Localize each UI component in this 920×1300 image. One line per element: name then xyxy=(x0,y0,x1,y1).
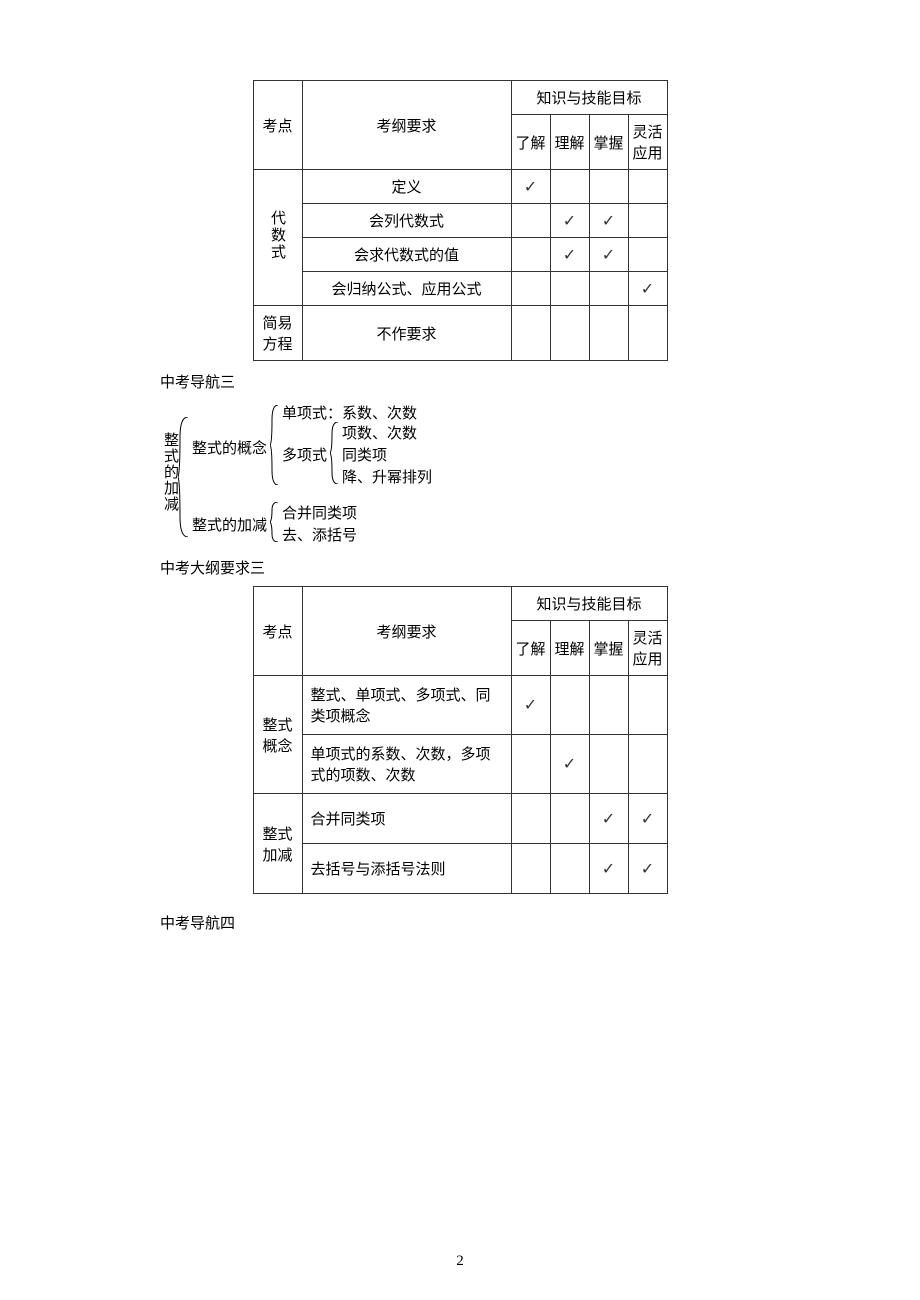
row-req: 单项式的系数、次数，多项式的项数、次数 xyxy=(302,735,511,794)
diag-c3: 合并同类项 xyxy=(282,502,357,523)
label-nav4: 中考导航四 xyxy=(160,912,760,933)
cell xyxy=(628,238,667,272)
cell xyxy=(511,272,550,306)
cell xyxy=(628,676,667,735)
cell: ✓ xyxy=(589,794,628,844)
header-req: 考纲要求 xyxy=(302,81,511,170)
cell xyxy=(589,170,628,204)
header-k2: 理解 xyxy=(550,115,589,170)
cell xyxy=(511,306,550,361)
cell: ✓ xyxy=(628,794,667,844)
syllabus-table-3: 考点 考纲要求 知识与技能目标 了解 理解 掌握 灵活应用 整式概念 整式、单项… xyxy=(253,586,668,894)
row-req: 会归纳公式、应用公式 xyxy=(302,272,511,306)
header-k2: 理解 xyxy=(550,621,589,676)
group-zhengshigainian: 整式概念 xyxy=(253,676,302,794)
group-jianyifangcheng: 简易方程 xyxy=(253,306,302,361)
cell xyxy=(550,844,589,894)
header-kd: 考点 xyxy=(253,587,302,676)
cell: ✓ xyxy=(550,735,589,794)
group-zhengshijiajian: 整式加减 xyxy=(253,794,302,894)
diag-c4: 去、添括号 xyxy=(282,524,357,545)
diag-b1: 整式的概念 xyxy=(192,437,267,458)
brace-icon xyxy=(178,417,190,537)
cell xyxy=(511,238,550,272)
row-req: 不作要求 xyxy=(302,306,511,361)
cell xyxy=(628,735,667,794)
cell xyxy=(628,204,667,238)
header-k3: 掌握 xyxy=(589,115,628,170)
cell xyxy=(550,170,589,204)
cell xyxy=(511,794,550,844)
cell: ✓ xyxy=(589,204,628,238)
cell: ✓ xyxy=(628,844,667,894)
header-k3: 掌握 xyxy=(589,621,628,676)
cell xyxy=(511,844,550,894)
header-ktop: 知识与技能目标 xyxy=(511,587,667,621)
row-req: 合并同类项 xyxy=(302,794,511,844)
cell xyxy=(628,306,667,361)
header-kd: 考点 xyxy=(253,81,302,170)
cell: ✓ xyxy=(550,238,589,272)
cell xyxy=(550,272,589,306)
cell xyxy=(589,735,628,794)
cell xyxy=(550,676,589,735)
header-req: 考纲要求 xyxy=(302,587,511,676)
header-ktop: 知识与技能目标 xyxy=(511,81,667,115)
cell: ✓ xyxy=(550,204,589,238)
header-k1: 了解 xyxy=(511,621,550,676)
cell: ✓ xyxy=(511,676,550,735)
label-nav3: 中考导航三 xyxy=(160,371,760,392)
label-outline3: 中考大纲要求三 xyxy=(160,557,760,578)
cell xyxy=(511,204,550,238)
row-req: 去括号与添括号法则 xyxy=(302,844,511,894)
concept-diagram: 整式的加减 整式的概念 整式的加减 单项式：系数、次数 多项式 项数、次数 同类… xyxy=(160,402,760,547)
diag-c1: 单项式：系数、次数 xyxy=(282,402,417,423)
cell xyxy=(550,306,589,361)
cell xyxy=(628,170,667,204)
diag-b2: 整式的加减 xyxy=(192,514,267,535)
cell: ✓ xyxy=(589,238,628,272)
header-k4: 灵活应用 xyxy=(628,115,667,170)
brace-icon xyxy=(330,422,340,484)
row-req: 会列代数式 xyxy=(302,204,511,238)
brace-icon xyxy=(270,502,280,542)
row-req: 会求代数式的值 xyxy=(302,238,511,272)
cell: ✓ xyxy=(511,170,550,204)
cell xyxy=(589,306,628,361)
group-daishushi: 代数式 xyxy=(253,170,302,306)
cell xyxy=(550,794,589,844)
cell: ✓ xyxy=(628,272,667,306)
cell xyxy=(589,272,628,306)
cell xyxy=(511,735,550,794)
cell xyxy=(589,676,628,735)
brace-icon xyxy=(270,405,280,485)
header-k1: 了解 xyxy=(511,115,550,170)
diag-d1: 项数、次数 xyxy=(342,422,417,443)
row-req: 定义 xyxy=(302,170,511,204)
page-number: 2 xyxy=(0,1253,920,1270)
header-k4: 灵活应用 xyxy=(628,621,667,676)
diag-c2: 多项式 xyxy=(282,444,327,465)
diag-d2: 同类项 xyxy=(342,444,387,465)
row-req: 整式、单项式、多项式、同类项概念 xyxy=(302,676,511,735)
syllabus-table-2: 考点 考纲要求 知识与技能目标 了解 理解 掌握 灵活应用 代数式 定义 ✓ 会… xyxy=(253,80,668,361)
cell: ✓ xyxy=(589,844,628,894)
diag-d3: 降、升幂排列 xyxy=(342,466,432,487)
